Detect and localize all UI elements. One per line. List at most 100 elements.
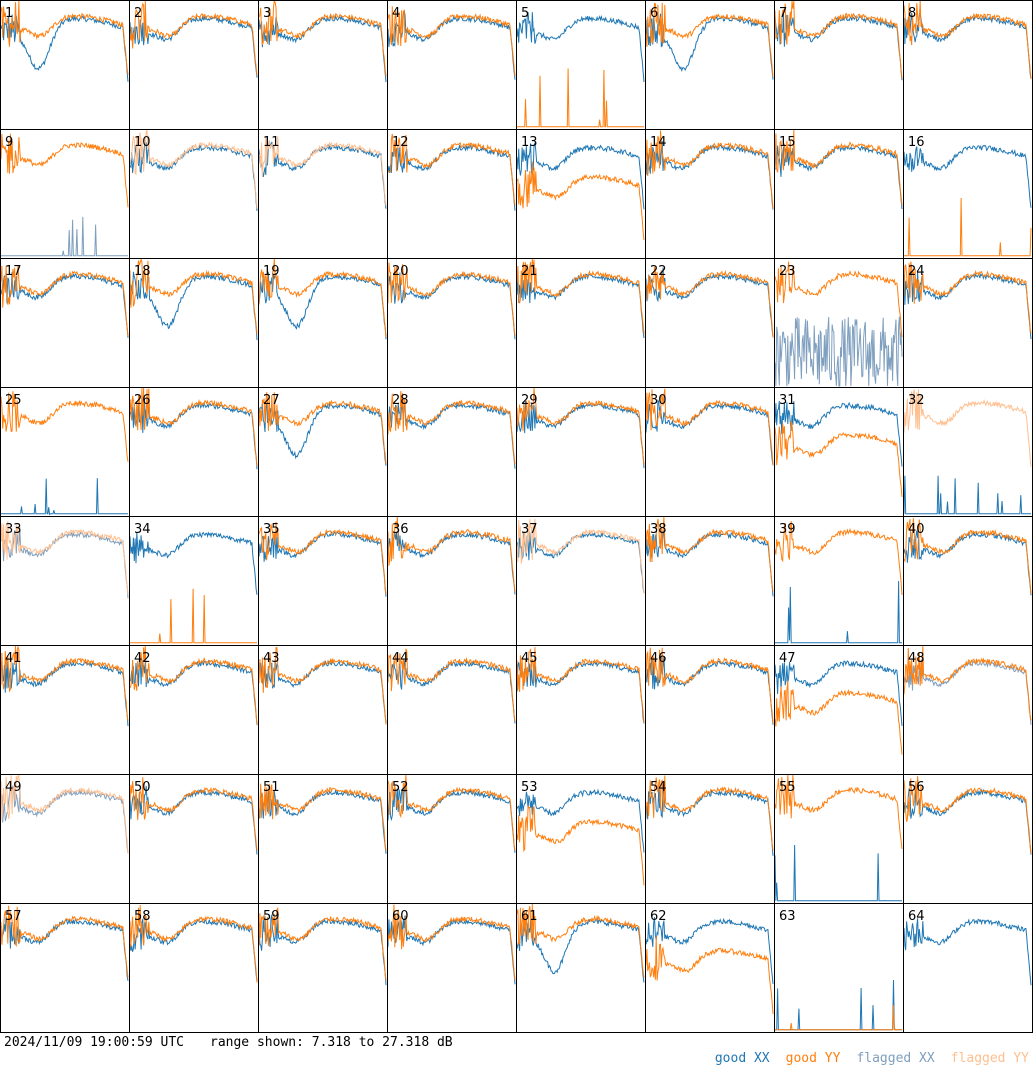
panel-63: 63 (774, 903, 904, 1033)
panel-15-yy (774, 129, 903, 206)
panel-12-yy (387, 133, 516, 206)
panel-18-label: 18 (134, 264, 151, 279)
panel-25-label: 25 (5, 393, 22, 408)
legend-flagged-yy: flagged YY (950, 1051, 1029, 1066)
panel-5-yy (517, 68, 644, 128)
panel-20-yy (387, 262, 516, 336)
panel-7-yy (774, 0, 903, 79)
panel-12: 12 (387, 129, 517, 259)
panel-36-label: 36 (392, 522, 409, 537)
panel-30-label: 30 (650, 393, 667, 408)
panel-63-yy (775, 1005, 902, 1031)
panel-12-xx (387, 144, 516, 211)
panel-38-yy (645, 516, 774, 592)
legend: good XX good YY flagged XX flagged YY (668, 1035, 1029, 1083)
panel-6-yy (645, 2, 774, 78)
panel-44-xx (387, 659, 516, 724)
panel-64: 64 (903, 903, 1033, 1033)
panel-47: 47 (774, 645, 904, 775)
panel-1-xx (0, 14, 129, 82)
panel-36-xx (387, 530, 516, 595)
panel-1-label: 1 (5, 6, 13, 21)
panel-8-label: 8 (908, 6, 916, 21)
panel-9-label: 9 (5, 135, 13, 150)
panel-32-label: 32 (908, 393, 925, 408)
panel-58-yy (129, 905, 258, 983)
panel-25-yy (0, 391, 129, 462)
panel-29-label: 29 (521, 393, 538, 408)
panel-26-yy (129, 387, 258, 466)
panel-25-xx (1, 478, 128, 516)
footer: 2024/11/09 19:00:59 UTC range shown: 7.3… (0, 1033, 1033, 1066)
panel-60-label: 60 (392, 909, 409, 924)
panel-47-xx (774, 660, 903, 726)
legend-flagged-xx: flagged XX (856, 1051, 935, 1066)
panel-20-label: 20 (392, 264, 409, 279)
panel-16-yy (904, 197, 1032, 257)
panel-60: 60 (387, 903, 517, 1033)
panel-24-xx (903, 270, 1032, 340)
panel-27-xx (258, 402, 387, 466)
panel-4: 4 (387, 0, 517, 130)
panel-9-xx (1, 216, 128, 257)
panel-52-yy (387, 774, 516, 851)
panel-54-label: 54 (650, 780, 667, 795)
panel-40-yy (903, 518, 1032, 594)
range-text: range shown: 7.318 to 27.318 dB (210, 1035, 453, 1050)
panel-10-xx (129, 142, 258, 211)
panel-7: 7 (774, 0, 904, 130)
legend-good-yy: good YY (785, 1051, 841, 1066)
panel-4-label: 4 (392, 6, 400, 21)
panel-45: 45 (516, 645, 646, 775)
panel-5-xx (516, 12, 645, 83)
panel-31: 31 (774, 387, 904, 517)
panel-43-label: 43 (263, 651, 280, 666)
panel-24-label: 24 (908, 264, 925, 279)
panel-16: 16 (903, 129, 1033, 259)
panel-11-xx (258, 140, 387, 209)
panel-57: 57 (0, 903, 130, 1033)
panel-10-label: 10 (134, 135, 151, 150)
panel-7-xx (774, 13, 903, 81)
panel-13-yy (516, 161, 645, 241)
panel-39-label: 39 (779, 522, 796, 537)
panel-34-yy (130, 588, 257, 644)
panel-23: 23 (774, 258, 904, 388)
panel-37-label: 37 (521, 522, 538, 537)
panel-15-label: 15 (779, 135, 796, 150)
panel-31-xx (774, 400, 903, 467)
panel-61-yy (516, 903, 645, 978)
panel-55-xx (774, 844, 902, 902)
panel-27: 27 (258, 387, 388, 517)
panel-42-yy (129, 645, 258, 725)
panel-34: 34 (129, 516, 259, 646)
panel-3-yy (258, 0, 387, 77)
panel-13: 13 (516, 129, 646, 259)
panel-56-label: 56 (908, 780, 925, 795)
panel-51-label: 51 (263, 780, 280, 795)
panel-33-label: 33 (5, 522, 22, 537)
panel-4-yy (387, 6, 516, 76)
panel-49: 49 (0, 773, 130, 904)
panel-49-xx (0, 784, 129, 854)
panel-7-label: 7 (779, 6, 787, 21)
panel-6-label: 6 (650, 6, 658, 21)
panel-26-label: 26 (134, 393, 151, 408)
panel-30-yy (645, 388, 774, 466)
panel-51: 51 (258, 774, 388, 904)
panel-4-xx (387, 10, 516, 80)
panel-57-xx (0, 916, 129, 981)
panel-19-xx (258, 271, 387, 340)
panel-12-label: 12 (392, 135, 409, 150)
panel-32: 32 (903, 387, 1033, 517)
panel-9-yy (0, 133, 129, 208)
panel-16-xx (903, 144, 1032, 208)
panel-11-yy (259, 136, 387, 206)
panel-59-label: 59 (263, 909, 280, 924)
panel-27-yy (258, 392, 387, 464)
panel-16-label: 16 (908, 135, 925, 150)
panel-22: 22 (645, 258, 775, 388)
panel-50: 50 (129, 774, 259, 904)
panel-36: 36 (387, 516, 517, 646)
